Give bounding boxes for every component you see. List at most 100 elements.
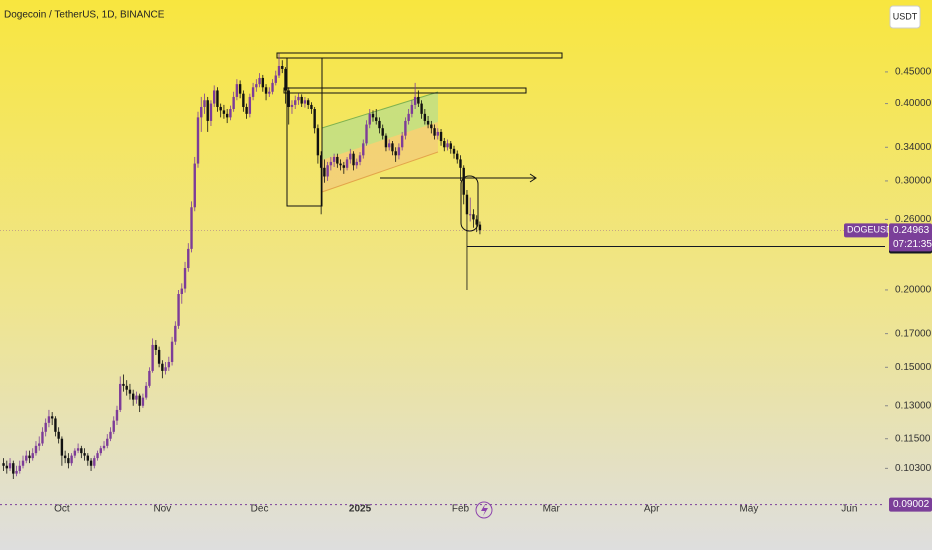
- candle-body: [310, 104, 313, 110]
- candle-body: [138, 395, 141, 406]
- x-tick-label: Dec: [251, 504, 269, 515]
- candle-body: [38, 443, 41, 446]
- candle-body: [274, 75, 277, 83]
- candle-body: [349, 153, 352, 160]
- candle-body: [430, 124, 433, 129]
- candle-body: [413, 96, 417, 105]
- currency-button[interactable]: [889, 5, 921, 29]
- y-tick-label: 0.20000: [895, 285, 932, 296]
- candle-body: [15, 470, 18, 474]
- candle-body: [261, 77, 265, 88]
- candle-body: [342, 165, 346, 168]
- candle-body: [28, 455, 31, 459]
- candle-body: [268, 91, 271, 94]
- event-icon[interactable]: [475, 501, 493, 519]
- candle-body: [332, 156, 336, 162]
- candle-body: [128, 389, 132, 394]
- candle-body: [122, 383, 125, 386]
- candle-body: [89, 460, 93, 466]
- price-tag-label: 0.09002: [893, 499, 930, 510]
- last-price-tag: [889, 223, 932, 252]
- candle-body: [362, 143, 365, 156]
- candle-body: [21, 460, 25, 466]
- candle-body: [391, 143, 394, 152]
- arrow-head: [529, 173, 537, 183]
- candle-body: [352, 153, 355, 166]
- x-tick-label: Oct: [54, 504, 70, 515]
- candle-body: [96, 453, 99, 459]
- candle-body: [60, 438, 64, 456]
- candle-body: [329, 161, 333, 166]
- y-tick-label: 0.13000: [895, 400, 932, 411]
- candle-body: [251, 87, 255, 97]
- zone-box: [283, 87, 527, 94]
- candle-body: [190, 207, 193, 249]
- candle-body: [125, 385, 128, 390]
- candle-body: [281, 66, 284, 69]
- candle-body: [225, 113, 229, 118]
- candle-body: [394, 151, 397, 156]
- candle-body: [34, 445, 38, 454]
- currency-label[interactable]: USDT: [893, 11, 918, 21]
- candle-body: [209, 103, 213, 121]
- candle-body: [99, 448, 102, 454]
- candle-body: [378, 120, 381, 129]
- candle-body: [115, 409, 119, 421]
- candle-body: [25, 455, 28, 461]
- candle-body: [102, 445, 106, 449]
- candle-body: [381, 128, 384, 136]
- candle-body: [459, 159, 462, 168]
- candle-body: [5, 465, 9, 469]
- candle-body: [323, 167, 326, 177]
- candle-body: [167, 361, 171, 368]
- candle-body: [465, 194, 469, 215]
- candle-body: [290, 104, 294, 107]
- candle-body: [255, 84, 258, 88]
- candle-body: [355, 161, 358, 166]
- candle-body: [397, 147, 401, 156]
- candle-body: [8, 463, 12, 469]
- candle-body: [271, 82, 274, 92]
- candle-body: [339, 163, 342, 166]
- candle-body: [326, 165, 329, 177]
- channel-lower: [322, 122, 438, 192]
- countdown-label: 07:21:35: [893, 239, 932, 250]
- candle-body: [313, 109, 316, 129]
- candle-body: [336, 156, 339, 164]
- y-tick-label: 0.10300: [895, 463, 932, 474]
- candle-body: [300, 96, 303, 104]
- candle-body: [47, 416, 51, 423]
- candle-body: [287, 90, 290, 107]
- candle-body: [238, 84, 242, 94]
- zone-box: [276, 52, 563, 59]
- last-price-label: 0.24963: [893, 225, 930, 236]
- candle-body: [319, 155, 323, 168]
- candle-body: [303, 100, 307, 104]
- candle-body: [183, 268, 187, 289]
- candle-body: [277, 66, 281, 76]
- candle-body: [83, 453, 86, 456]
- candle-body: [456, 153, 459, 160]
- candle-body: [375, 117, 378, 121]
- candle-body: [63, 455, 67, 459]
- candle-body: [384, 135, 388, 148]
- x-tick-label: May: [739, 504, 758, 515]
- y-tick-label: 0.45000: [895, 67, 932, 78]
- candle-body: [245, 106, 248, 114]
- candle-body: [177, 294, 180, 326]
- candle-body: [222, 110, 226, 114]
- candle-body: [472, 214, 475, 220]
- price-tag: [889, 497, 932, 512]
- candle-body: [475, 219, 478, 225]
- candle-body: [193, 163, 196, 208]
- candle-body: [229, 109, 232, 118]
- candle-body: [443, 141, 446, 148]
- candle-body: [232, 96, 235, 110]
- candle-body: [452, 148, 456, 154]
- candle-body: [174, 325, 177, 342]
- candle-body: [297, 96, 300, 101]
- candle-body: [235, 84, 239, 97]
- candle-body: [12, 463, 15, 474]
